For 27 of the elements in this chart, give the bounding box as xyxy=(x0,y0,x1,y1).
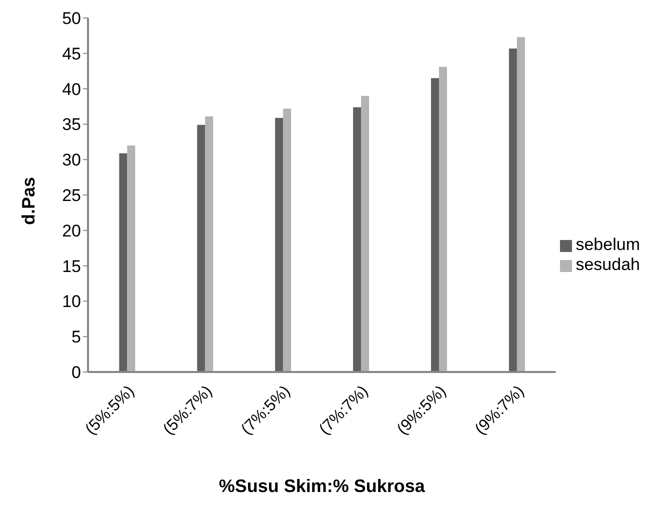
y-tick-label: 30 xyxy=(62,150,81,170)
y-tick-label: 25 xyxy=(62,186,81,206)
y-tick-label: 5 xyxy=(72,328,81,347)
y-tick-label: 15 xyxy=(62,256,81,276)
bar xyxy=(353,107,362,372)
y-tick-label: 45 xyxy=(62,44,81,64)
y-axis-title: d.Pas xyxy=(18,176,38,225)
bar xyxy=(119,153,128,372)
bar xyxy=(197,124,206,372)
bar xyxy=(430,78,439,372)
bar xyxy=(508,48,517,372)
bar xyxy=(205,116,214,372)
bar xyxy=(283,108,292,372)
legend-label: sesudah xyxy=(576,255,640,274)
bar xyxy=(516,37,525,372)
y-tick-label: 50 xyxy=(62,9,81,28)
bar xyxy=(127,145,136,372)
y-tick-label: 35 xyxy=(62,115,81,134)
bar xyxy=(438,66,447,372)
y-tick-label: 10 xyxy=(62,292,81,312)
bar xyxy=(361,96,370,372)
x-axis-title: %Susu Skim:% Sukrosa xyxy=(218,476,426,496)
y-tick-label: 0 xyxy=(72,363,81,382)
y-tick-label: 20 xyxy=(62,221,81,240)
bar xyxy=(275,118,284,372)
legend-label: sebelum xyxy=(576,235,640,254)
y-tick-label: 40 xyxy=(62,80,81,99)
